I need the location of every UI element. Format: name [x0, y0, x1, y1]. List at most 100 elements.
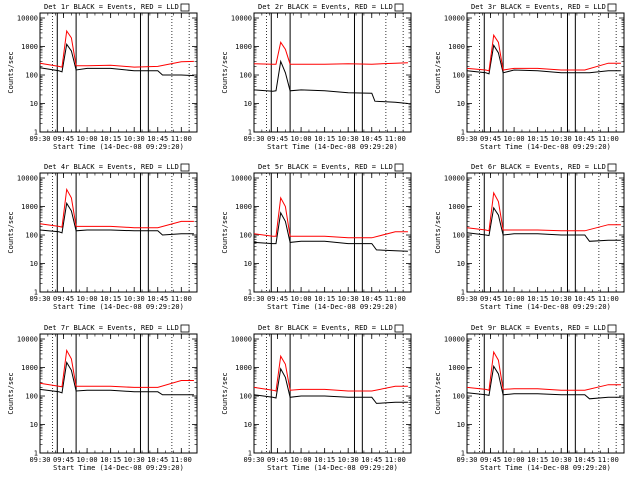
chart-title: Det 9r BLACK = Events, RED = LLD: [471, 324, 606, 332]
y-tick-label: 1000: [235, 43, 252, 51]
x-axis-label: Start Time (14-Dec-08 09:29:20): [267, 464, 398, 472]
x-tick-label: 10:15: [100, 456, 121, 464]
y-tick-label: 10: [30, 421, 38, 429]
x-tick-label: 09:30: [243, 135, 264, 143]
chart-title: Det 8r BLACK = Events, RED = LLD: [258, 324, 393, 332]
x-tick-label: 10:00: [77, 135, 98, 143]
legend-box: [607, 324, 617, 333]
x-tick-label: 09:45: [53, 295, 74, 303]
x-tick-label: 10:15: [100, 135, 121, 143]
y-tick-label: 100: [25, 232, 38, 240]
legend-box: [180, 163, 190, 172]
chart-panel: Det 8r BLACK = Events, RED = LLD 1 10 100 10…: [221, 324, 412, 472]
x-tick-label: 10:30: [338, 295, 359, 303]
y-tick-label: 1000: [235, 203, 252, 211]
x-tick-label: 10:30: [338, 456, 359, 464]
y-tick-label: 10: [457, 260, 465, 268]
series-line: [39, 43, 194, 77]
y-tick-label: 10000: [444, 175, 465, 183]
x-tick-label: 10:30: [551, 456, 572, 464]
x-tick-label: 10:00: [291, 295, 312, 303]
x-tick-label: 09:45: [267, 295, 288, 303]
x-axis-label: Start Time (14-Dec-08 09:29:20): [53, 464, 184, 472]
series-line: [39, 348, 194, 388]
chart-panel: Det 6r BLACK = Events, RED = LLD 1 10 100 10…: [434, 163, 625, 311]
x-tick-label: 10:15: [100, 295, 121, 303]
legend-box: [180, 3, 190, 12]
y-tick-label: 1: [461, 289, 465, 297]
y-axis-label: Counts/sec: [434, 211, 442, 253]
y-tick-label: 100: [452, 232, 465, 240]
y-tick-label: 10: [457, 421, 465, 429]
y-axis-label: Counts/sec: [7, 211, 15, 253]
y-tick-label: 100: [239, 393, 252, 401]
x-tick-label: 10:00: [77, 295, 98, 303]
x-axis-label: Start Time (14-Dec-08 09:29:20): [480, 303, 611, 311]
y-tick-label: 1: [248, 289, 252, 297]
y-tick-label: 100: [25, 72, 38, 80]
y-tick-label: 10: [30, 260, 38, 268]
x-tick-label: 09:30: [456, 456, 477, 464]
y-tick-label: 10000: [444, 336, 465, 344]
y-tick-label: 1000: [21, 203, 38, 211]
x-axis-label: Start Time (14-Dec-08 09:29:20): [480, 464, 611, 472]
y-tick-label: 1: [34, 450, 38, 458]
y-tick-label: 1: [34, 129, 38, 137]
plot-frame: [39, 12, 198, 133]
x-tick-label: 11:00: [598, 295, 619, 303]
y-tick-label: 1: [461, 129, 465, 137]
y-tick-label: 100: [239, 72, 252, 80]
y-tick-label: 10000: [231, 175, 252, 183]
x-tick-label: 09:30: [456, 295, 477, 303]
x-axis-label: Start Time (14-Dec-08 09:29:20): [53, 143, 184, 151]
x-axis-label: Start Time (14-Dec-08 09:29:20): [267, 303, 398, 311]
series-line: [253, 196, 408, 239]
plot-frame: [466, 172, 625, 293]
y-axis-label: Counts/sec: [434, 51, 442, 93]
x-tick-label: 10:30: [338, 135, 359, 143]
series-line: [253, 367, 408, 404]
x-tick-label: 10:30: [124, 135, 145, 143]
chart-panel: Det 5r BLACK = Events, RED = LLD 1 10 100 10…: [221, 163, 412, 311]
y-tick-label: 100: [25, 393, 38, 401]
series-line: [39, 187, 194, 229]
chart-title: Det 2r BLACK = Events, RED = LLD: [258, 3, 393, 11]
y-tick-label: 1: [248, 450, 252, 458]
legend-box: [394, 163, 404, 172]
x-tick-label: 10:45: [147, 135, 168, 143]
x-tick-label: 10:45: [361, 456, 382, 464]
y-tick-label: 1: [248, 129, 252, 137]
y-tick-label: 10: [244, 100, 252, 108]
y-axis-label: Counts/sec: [434, 372, 442, 414]
x-tick-label: 09:45: [53, 135, 74, 143]
y-tick-label: 1000: [21, 43, 38, 51]
x-tick-label: 10:00: [504, 135, 525, 143]
y-tick-label: 10000: [17, 336, 38, 344]
y-axis-label: Counts/sec: [7, 51, 15, 93]
x-tick-label: 10:45: [147, 295, 168, 303]
chart-panel: Det 7r BLACK = Events, RED = LLD 1 10 100 10…: [7, 324, 198, 472]
x-tick-label: 10:30: [551, 295, 572, 303]
legend-box: [180, 324, 190, 333]
x-tick-label: 11:00: [385, 295, 406, 303]
x-tick-label: 09:30: [29, 135, 50, 143]
series-line: [253, 41, 408, 65]
x-tick-label: 09:45: [267, 135, 288, 143]
chart-title: Det 5r BLACK = Events, RED = LLD: [258, 163, 393, 171]
y-tick-label: 1000: [21, 364, 38, 372]
plot-frame: [253, 12, 412, 133]
x-tick-label: 10:15: [314, 456, 335, 464]
series-line: [253, 354, 408, 392]
y-axis-label: Counts/sec: [7, 372, 15, 414]
x-tick-label: 10:45: [574, 456, 595, 464]
x-tick-label: 09:45: [480, 135, 501, 143]
x-tick-label: 09:30: [243, 295, 264, 303]
legend-box: [607, 163, 617, 172]
legend-box: [394, 324, 404, 333]
chart-panel: Det 1r BLACK = Events, RED = LLD 1 10 100 10…: [7, 3, 198, 151]
x-tick-label: 11:00: [598, 135, 619, 143]
x-tick-label: 10:30: [124, 456, 145, 464]
y-tick-label: 100: [452, 72, 465, 80]
chart-title: Det 4r BLACK = Events, RED = LLD: [44, 163, 179, 171]
